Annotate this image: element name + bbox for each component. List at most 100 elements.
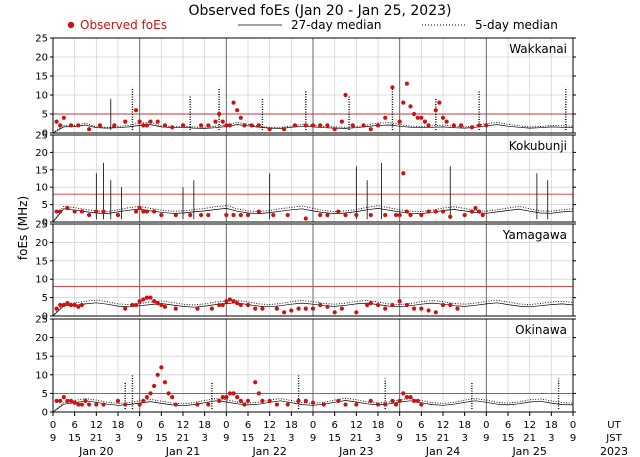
y-tick-label: 20 (35, 53, 48, 64)
observed-point (256, 391, 261, 396)
legend-observed-marker (67, 21, 75, 29)
x-tick-label-ut: 18 (372, 420, 385, 431)
observed-point (227, 297, 233, 302)
observed-point (206, 123, 211, 128)
observed-point (318, 212, 323, 218)
observed-point (54, 209, 59, 214)
y-tick-label: 15 (35, 165, 48, 176)
observed-point (159, 212, 164, 218)
observed-point (245, 398, 251, 403)
observed-point (469, 209, 474, 214)
observed-point (76, 123, 81, 128)
y-tick-label: 10 (35, 91, 48, 102)
observed-point (437, 100, 442, 105)
observed-point (87, 402, 92, 407)
x-tick-label-ut: 0 (223, 420, 229, 431)
observed-point (426, 308, 431, 313)
observed-point (256, 123, 261, 128)
y-tick-label: 25 (35, 131, 48, 142)
observed-point (390, 85, 395, 90)
observed-point (245, 302, 251, 308)
observed-point (159, 302, 164, 308)
observed-point (148, 295, 153, 300)
legend-median5-label: 5-day median (475, 18, 558, 32)
observed-point (68, 398, 74, 403)
legend-observed-label: Observed foEs (80, 18, 167, 32)
observed-point (408, 212, 413, 218)
observed-point (455, 306, 460, 311)
observed-point (426, 209, 431, 214)
year-label: 2023 (600, 445, 628, 457)
x-tick-label-ut: 18 (285, 420, 298, 431)
observed-point (141, 209, 146, 214)
observed-point (87, 127, 92, 132)
observed-point (404, 209, 409, 214)
station-label: Okinawa (515, 323, 567, 337)
observed-point (195, 402, 200, 407)
observed-point (195, 306, 200, 311)
x-tick-label-jst: 3 (461, 433, 467, 444)
observed-point (133, 209, 139, 214)
observed-point (144, 209, 149, 214)
legend-median27-label: 27-day median (291, 18, 381, 32)
observed-point (415, 398, 420, 403)
observed-point (412, 111, 417, 117)
observed-point (303, 216, 308, 221)
observed-point (61, 302, 66, 308)
observed-point (292, 123, 298, 128)
observed-point (368, 212, 373, 218)
observed-point (469, 125, 474, 130)
median5-line (52, 205, 574, 223)
observed-point (231, 299, 236, 304)
observed-point (123, 306, 128, 311)
legend: Observed foEs 27-day median 5-day median (67, 18, 558, 32)
observed-point (144, 295, 149, 300)
x-tick-label-jst: 3 (375, 433, 381, 444)
observed-point (235, 301, 240, 306)
observed-point (375, 123, 381, 128)
observed-point (440, 115, 446, 120)
observed-point (325, 123, 330, 128)
observed-point (162, 304, 168, 309)
observed-point (339, 306, 344, 311)
observed-point (94, 402, 99, 407)
observed-point (152, 299, 157, 304)
y-tick-label: 0 (42, 312, 48, 323)
station-label: Kokubunji (509, 139, 567, 153)
station-label: Yamagawa (502, 228, 567, 242)
observed-point (375, 402, 381, 407)
x-tick-label-ut: 6 (71, 420, 77, 431)
observed-point (76, 304, 81, 309)
y-tick-label: 15 (35, 256, 48, 267)
x-tick-label-ut: 12 (90, 420, 103, 431)
x-tick-label-ut: 0 (570, 420, 576, 431)
x-tick-label-ut: 6 (158, 420, 164, 431)
observed-point (285, 212, 290, 218)
observed-point (224, 395, 229, 400)
observed-point (220, 302, 225, 308)
y-tick-label: 10 (35, 370, 48, 381)
x-tick-label-ut: 6 (245, 420, 251, 431)
observed-point (231, 212, 236, 218)
observed-point (321, 402, 326, 407)
panel-kokubunji: 0 5 10 15 20 25 Kokubunji (35, 131, 576, 229)
x-tick-label-jst: 15 (415, 433, 428, 444)
observed-point (253, 306, 258, 311)
observed-point (354, 402, 359, 407)
observed-point (397, 119, 402, 124)
observed-point (303, 306, 308, 311)
observed-point (166, 391, 171, 396)
date-label: Jan 24 (425, 445, 460, 457)
x-tick-label-ut: 18 (112, 420, 125, 431)
observed-point (401, 171, 406, 176)
observed-point (412, 398, 417, 403)
observed-point (267, 127, 272, 132)
observed-point (238, 115, 243, 120)
jst-label: JST (605, 433, 622, 444)
ut-label: UT (607, 420, 621, 431)
y-tick-label: 25 (35, 315, 48, 326)
x-tick-label-jst: 15 (242, 433, 255, 444)
observed-point (152, 209, 157, 214)
observed-point (325, 304, 330, 309)
x-tick-label-jst: 21 (350, 433, 363, 444)
